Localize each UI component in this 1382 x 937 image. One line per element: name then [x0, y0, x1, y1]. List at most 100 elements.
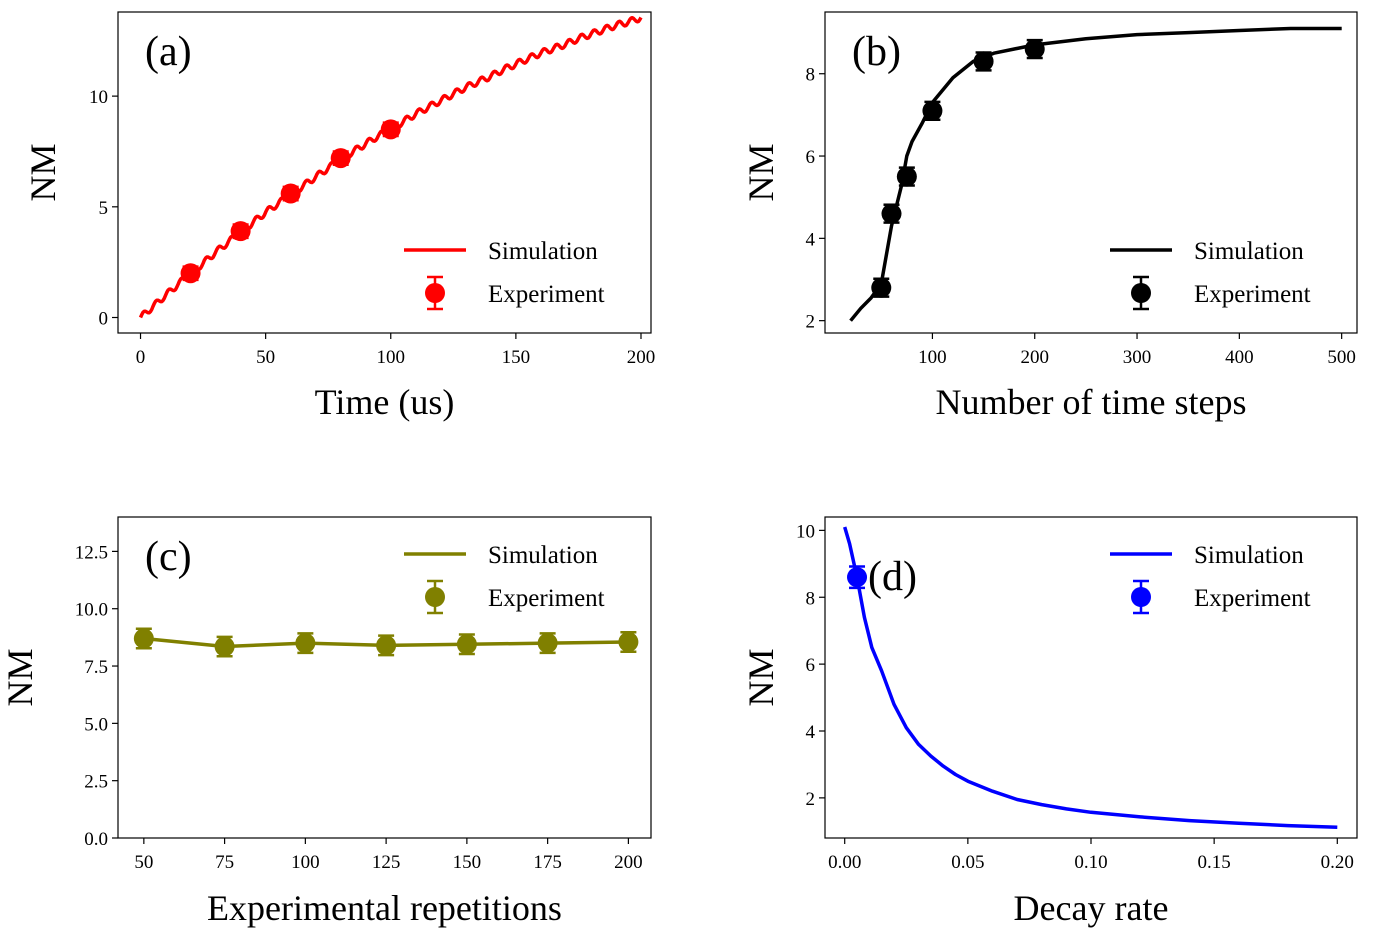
y-tick-label: 10	[89, 87, 108, 108]
experiment-point	[214, 635, 235, 658]
panel-a: 0 50 100 150 200 0 5 10 Time (us) NM (a) Simulation…	[23, 11, 656, 422]
x-tick-label: 175	[533, 852, 562, 873]
legend-experiment-label: Experiment	[488, 585, 605, 612]
y-tick-label: 12.5	[75, 542, 108, 563]
experiment-marker	[456, 634, 477, 655]
experiment-marker	[380, 119, 401, 140]
experiment-marker	[280, 183, 301, 204]
legend-simulation-label: Simulation	[488, 542, 598, 569]
y-tick-label: 0	[99, 309, 109, 330]
x-tick-label: 200	[627, 347, 656, 368]
experiment-marker	[896, 166, 917, 187]
x-tick-label: 400	[1225, 347, 1254, 368]
legend-experiment-marker	[425, 587, 445, 607]
panel-label: (b)	[852, 29, 901, 75]
y-tick-label: 8	[806, 588, 816, 609]
legend-experiment-label: Experiment	[488, 281, 605, 308]
x-tick-label: 500	[1327, 347, 1356, 368]
y-tick-label: 2.5	[84, 772, 108, 793]
y-tick-label: 2	[806, 312, 816, 333]
y-tick-label: 5.0	[84, 714, 108, 735]
legend-experiment-label: Experiment	[1194, 281, 1311, 308]
experiment-marker	[376, 635, 397, 656]
experiment-marker	[881, 203, 902, 224]
y-tick-label: 6	[806, 147, 816, 168]
x-tick-label: 75	[215, 852, 234, 873]
x-tick-label: 50	[256, 347, 275, 368]
panel-c: 50 75 100 125 150 175 200 0.0 2.5 5.0 7.5 10.0 12.5 E…	[0, 516, 652, 928]
plot-frame	[117, 11, 652, 334]
y-tick-label: 7.5	[84, 657, 108, 678]
experiment-point	[230, 221, 251, 242]
experiment-marker	[1024, 39, 1045, 60]
y-tick-label: 5	[99, 198, 109, 219]
y-tick-label: 8	[806, 65, 816, 86]
experiment-marker	[214, 636, 235, 657]
experiment-point	[896, 166, 917, 187]
x-tick-label: 300	[1123, 347, 1152, 368]
legend-experiment-marker	[425, 283, 445, 303]
x-tick-label: 0.20	[1321, 852, 1354, 873]
experiment-marker	[295, 633, 316, 654]
x-tick-label: 200	[1020, 347, 1049, 368]
experiment-point	[973, 51, 994, 72]
x-tick-label: 150	[453, 852, 482, 873]
experiment-marker	[180, 263, 201, 284]
simulation-line	[843, 526, 1338, 830]
panel-d: 0.00 0.05 0.10 0.15 0.20 2 4 6 8 10 Decay rate NM (d…	[741, 516, 1358, 928]
panel-label: (d)	[868, 554, 917, 600]
y-tick-label: 4	[806, 229, 816, 250]
panel-b: 100 200 300 400 500 2 4 6 8 Number of time steps N…	[741, 11, 1358, 422]
legend: Simulation Experiment	[404, 542, 605, 615]
experiment-point	[380, 119, 401, 140]
experiment-point	[133, 627, 154, 650]
experiment-point	[180, 263, 201, 284]
x-tick-label: 0.05	[951, 852, 984, 873]
x-tick-label: 0.10	[1074, 852, 1107, 873]
experiment-point	[1024, 38, 1045, 60]
panel-label: (a)	[145, 29, 192, 75]
experiment-point	[847, 565, 868, 590]
simulation-line	[138, 15, 643, 319]
y-tick-label: 4	[806, 722, 816, 743]
x-tick-label: 0.00	[828, 852, 861, 873]
x-tick-label: 150	[502, 347, 531, 368]
x-axis-label: Decay rate	[1014, 888, 1169, 928]
y-tick-label: 10.0	[75, 600, 108, 621]
x-tick-label: 50	[134, 852, 153, 873]
experiment-point	[376, 634, 397, 657]
y-tick-label: 10	[796, 521, 815, 542]
y-axis-label: NM	[741, 648, 781, 706]
x-tick-label: 200	[614, 852, 643, 873]
experiment-point	[330, 148, 351, 169]
experiment-marker	[330, 148, 351, 169]
legend: Simulation Experiment	[1110, 238, 1311, 311]
y-axis-label: NM	[23, 143, 63, 201]
experiment-marker	[133, 628, 154, 649]
legend: Simulation Experiment	[404, 238, 605, 311]
y-axis-label: NM	[0, 648, 40, 706]
legend-experiment-label: Experiment	[1194, 585, 1311, 612]
x-tick-label: 0.15	[1198, 852, 1231, 873]
experiment-marker	[618, 631, 639, 652]
panel-label: (c)	[145, 534, 192, 580]
experiment-marker	[230, 221, 251, 242]
x-tick-label: 0	[136, 347, 146, 368]
legend-experiment-marker	[1131, 587, 1151, 607]
legend-simulation-label: Simulation	[488, 238, 598, 265]
x-axis-label: Experimental repetitions	[207, 888, 562, 928]
legend-experiment-marker	[1131, 283, 1151, 303]
experiment-point	[295, 632, 316, 655]
x-tick-label: 125	[372, 852, 401, 873]
experiment-point	[280, 183, 301, 204]
legend-simulation-label: Simulation	[1194, 542, 1304, 569]
legend: Simulation Experiment	[1110, 542, 1311, 615]
simulation-line	[849, 26, 1342, 322]
plot-frame	[117, 516, 652, 839]
y-tick-label: 6	[806, 655, 816, 676]
x-axis-label: Number of time steps	[936, 382, 1247, 422]
experiment-marker	[847, 567, 868, 588]
experiment-marker	[922, 100, 943, 121]
experiment-point	[871, 277, 892, 298]
